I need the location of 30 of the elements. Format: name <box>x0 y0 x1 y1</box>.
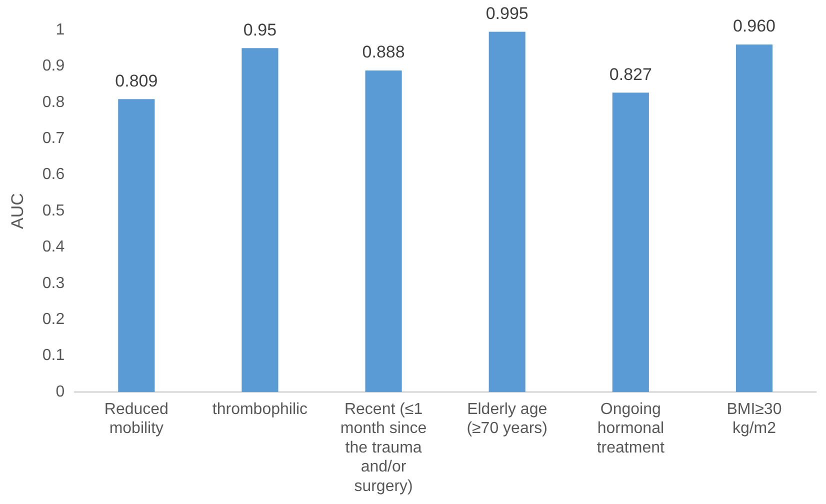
data-label: 0.95 <box>243 20 277 40</box>
x-tick-label: Elderly age (≥70 years) <box>466 401 548 438</box>
bar <box>365 70 402 392</box>
data-label: 0.888 <box>362 42 405 62</box>
y-tick-label: 1 <box>56 21 65 38</box>
x-tick-label: BMI≥30 kg/m2 <box>726 401 782 438</box>
y-tick-label: 0.7 <box>42 130 65 148</box>
bar <box>488 32 526 392</box>
data-label: 0.827 <box>609 64 652 84</box>
data-label: 0.960 <box>732 16 776 36</box>
x-tick-label: thrombophilic <box>212 401 308 418</box>
y-tick-label: 0.5 <box>42 202 65 220</box>
x-tick-label: Reduced mobility <box>104 401 168 438</box>
bar <box>736 44 773 392</box>
y-tick-label: 0.6 <box>42 166 65 184</box>
x-tick-label: Recent (≤1 month since the trauma and/or surgery) <box>340 401 427 495</box>
y-tick-label: 0.1 <box>42 347 65 364</box>
y-tick-label: 0.9 <box>42 58 65 75</box>
bar <box>612 92 649 392</box>
y-tick-label: 0 <box>56 383 65 400</box>
y-tick-label: 0.4 <box>42 238 65 256</box>
data-label: 0.809 <box>115 71 158 90</box>
bar <box>242 48 278 392</box>
y-axis-title: AUC <box>8 193 27 229</box>
y-tick-label: 0.8 <box>42 94 65 111</box>
bar <box>118 99 155 392</box>
data-label: 0.995 <box>486 4 528 23</box>
x-tick-label: Ongoing hormonal treatment <box>596 401 666 456</box>
y-tick-label: 0.2 <box>42 311 65 328</box>
y-tick-label: 0.3 <box>42 274 65 292</box>
